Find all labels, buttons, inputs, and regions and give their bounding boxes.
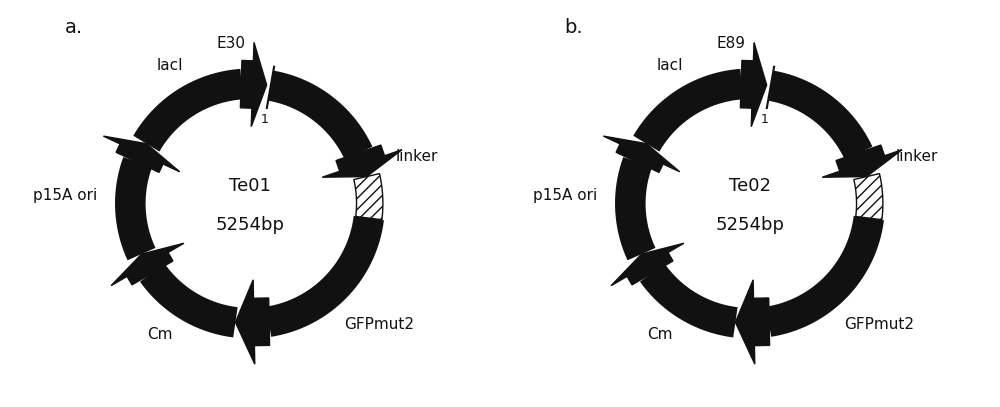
Text: Cm: Cm bbox=[147, 328, 173, 342]
Text: linker: linker bbox=[896, 149, 938, 164]
Text: p15A ori: p15A ori bbox=[33, 188, 97, 203]
FancyArrow shape bbox=[235, 280, 270, 364]
Text: GFPmut2: GFPmut2 bbox=[344, 317, 414, 332]
FancyArrow shape bbox=[111, 243, 184, 286]
FancyArrow shape bbox=[603, 136, 680, 173]
Text: E30: E30 bbox=[217, 36, 246, 51]
Polygon shape bbox=[354, 174, 383, 220]
Polygon shape bbox=[854, 174, 883, 220]
FancyArrow shape bbox=[735, 280, 770, 364]
Text: 5254bp: 5254bp bbox=[216, 216, 285, 234]
FancyArrow shape bbox=[611, 243, 684, 286]
Text: E89: E89 bbox=[717, 36, 746, 51]
FancyArrow shape bbox=[240, 42, 267, 127]
FancyArrow shape bbox=[740, 42, 767, 127]
FancyArrow shape bbox=[322, 145, 402, 177]
FancyArrow shape bbox=[822, 145, 902, 177]
Text: 5254bp: 5254bp bbox=[716, 216, 784, 234]
Text: b.: b. bbox=[564, 18, 583, 37]
Text: p15A ori: p15A ori bbox=[533, 188, 597, 203]
Text: Cm: Cm bbox=[647, 328, 673, 342]
Text: lacI: lacI bbox=[656, 58, 683, 73]
Text: GFPmut2: GFPmut2 bbox=[844, 317, 914, 332]
Text: linker: linker bbox=[396, 149, 438, 164]
Text: Te01: Te01 bbox=[229, 177, 271, 195]
Text: 1: 1 bbox=[761, 113, 769, 126]
Text: Te02: Te02 bbox=[729, 177, 771, 195]
Text: 1: 1 bbox=[261, 113, 269, 126]
Text: lacI: lacI bbox=[156, 58, 183, 73]
FancyArrow shape bbox=[103, 136, 180, 173]
Text: a.: a. bbox=[64, 18, 83, 37]
